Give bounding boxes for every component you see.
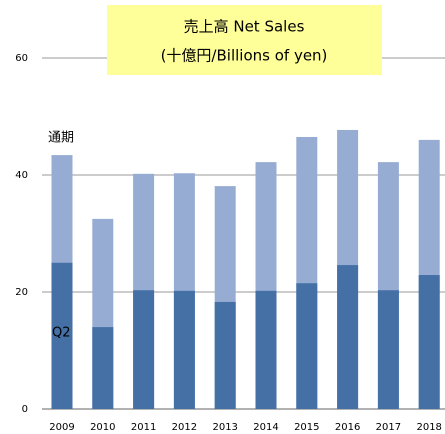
x-tick-label: 2011 bbox=[131, 422, 156, 433]
chart-title: 売上高 Net Sales bbox=[184, 18, 305, 36]
bar bbox=[377, 290, 399, 409]
x-tick-label: 2014 bbox=[253, 422, 278, 433]
y-tick-label: 20 bbox=[15, 287, 28, 298]
bar bbox=[337, 265, 359, 409]
bar bbox=[214, 301, 236, 409]
title-box bbox=[107, 5, 382, 75]
x-tick-label: 2015 bbox=[294, 422, 319, 433]
x-tick-label: 2013 bbox=[212, 422, 237, 433]
x-tick-label: 2017 bbox=[376, 422, 401, 433]
bar bbox=[296, 283, 318, 409]
bar bbox=[255, 290, 277, 409]
bar bbox=[92, 327, 114, 409]
y-tick-label: 0 bbox=[22, 404, 28, 415]
series-label: 通期 bbox=[48, 131, 74, 146]
x-tick-label: 2018 bbox=[416, 422, 441, 433]
y-tick-label: 60 bbox=[15, 53, 28, 64]
x-tick-label: 2016 bbox=[335, 422, 360, 433]
bar bbox=[51, 262, 73, 409]
series-label: Q2 bbox=[52, 326, 71, 341]
bar bbox=[418, 275, 440, 409]
y-tick-label: 40 bbox=[15, 170, 28, 181]
x-tick-label: 2010 bbox=[90, 422, 115, 433]
bar bbox=[173, 290, 195, 409]
chart-subtitle: (十億円/Billions of yen) bbox=[161, 47, 328, 65]
bar bbox=[133, 290, 155, 409]
bars bbox=[51, 129, 440, 409]
x-tick-label: 2012 bbox=[172, 422, 197, 433]
x-tick-label: 2009 bbox=[49, 422, 74, 433]
